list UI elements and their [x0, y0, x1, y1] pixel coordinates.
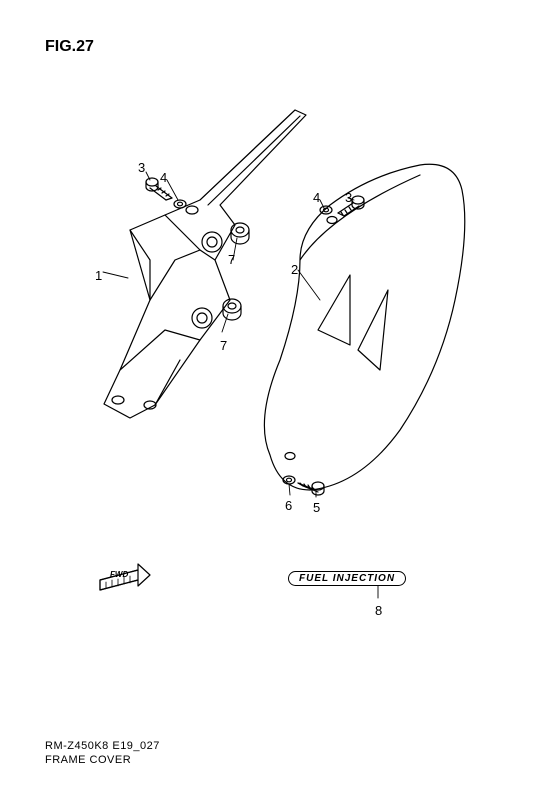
- part-washer-upper-left: [174, 200, 186, 208]
- leader-lines: [103, 172, 378, 598]
- footer-part-name: FRAME COVER: [45, 754, 131, 766]
- callout-3b: 3: [345, 190, 352, 205]
- part-washer-upper-right: [320, 206, 332, 214]
- callout-5: 5: [313, 500, 320, 515]
- emblem-fuel-injection: FUEL INJECTION: [288, 571, 406, 586]
- exploded-diagram: [0, 0, 560, 791]
- part-cover-right: [264, 164, 464, 490]
- part-grommet-lower: [223, 299, 241, 320]
- callout-7a: 7: [228, 252, 235, 267]
- callout-1: 1: [95, 268, 102, 283]
- page: FIG.27: [0, 0, 560, 791]
- callout-3a: 3: [138, 160, 145, 175]
- fwd-label: FWD: [110, 570, 128, 579]
- callout-2: 2: [291, 262, 298, 277]
- footer-model-code: RM-Z450K8 E19_027: [45, 740, 160, 752]
- callout-8: 8: [375, 603, 382, 618]
- callout-7b: 7: [220, 338, 227, 353]
- part-washer-lower: [283, 476, 295, 484]
- callout-6: 6: [285, 498, 292, 513]
- callout-4a: 4: [160, 170, 167, 185]
- callout-4b: 4: [313, 190, 320, 205]
